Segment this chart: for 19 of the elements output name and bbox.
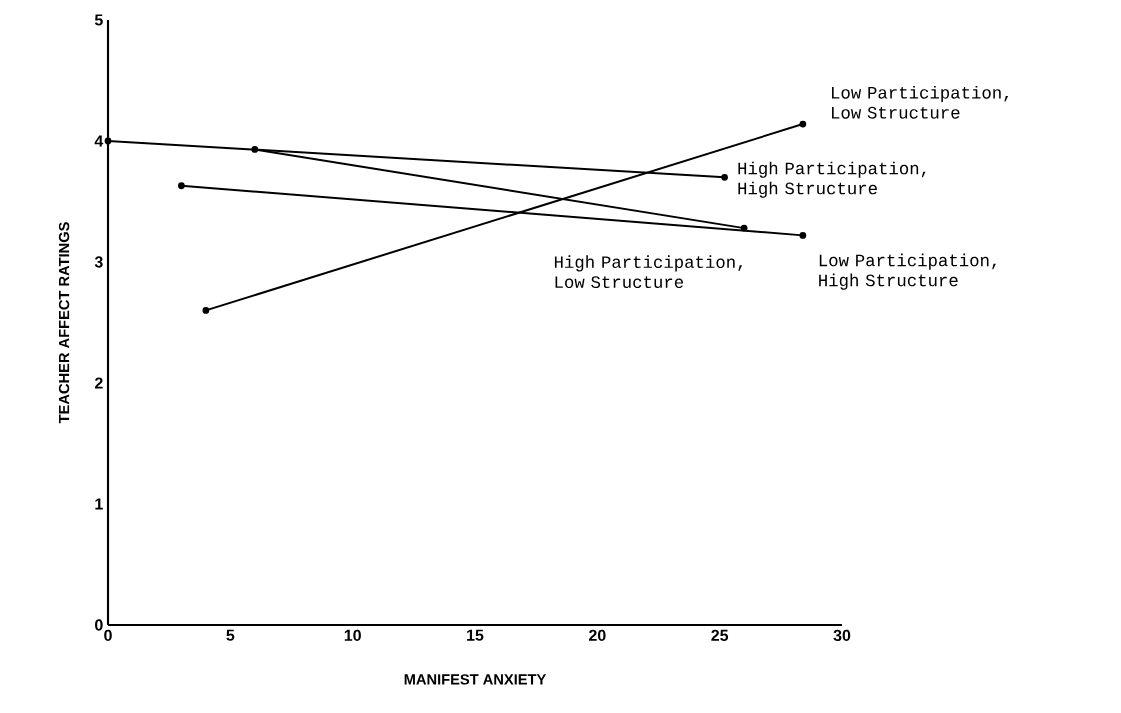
series-label: Low Participation, Low Structure [832, 85, 1009, 119]
y-tick-label: 1 [95, 498, 103, 510]
x-tick-label: 0 [104, 629, 112, 642]
x-axis-title: MANIFEST ANXIETY [404, 674, 547, 685]
x-tick-label: 10 [344, 629, 361, 642]
series-label: High Participation, High Structure [738, 161, 926, 198]
x-tick-label: 15 [467, 629, 484, 641]
y-tick-label: 2 [94, 377, 103, 389]
series-label: High Participation, Low Structure [554, 255, 743, 289]
x-tick-label: 5 [226, 629, 235, 641]
y-tick-label: 5 [94, 14, 103, 26]
series-label: Low Participation, High Structure [819, 253, 996, 290]
y-tick-label: 3 [94, 256, 103, 268]
x-tick-label: 30 [833, 629, 851, 642]
x-tick-label: 20 [589, 629, 606, 642]
y-axis-title: TEACHER AFFECT RATINGS [58, 222, 70, 424]
x-tick-label: 25 [711, 629, 729, 642]
y-tick-label: 4 [94, 135, 104, 147]
y-tick-label: 0 [95, 619, 103, 631]
